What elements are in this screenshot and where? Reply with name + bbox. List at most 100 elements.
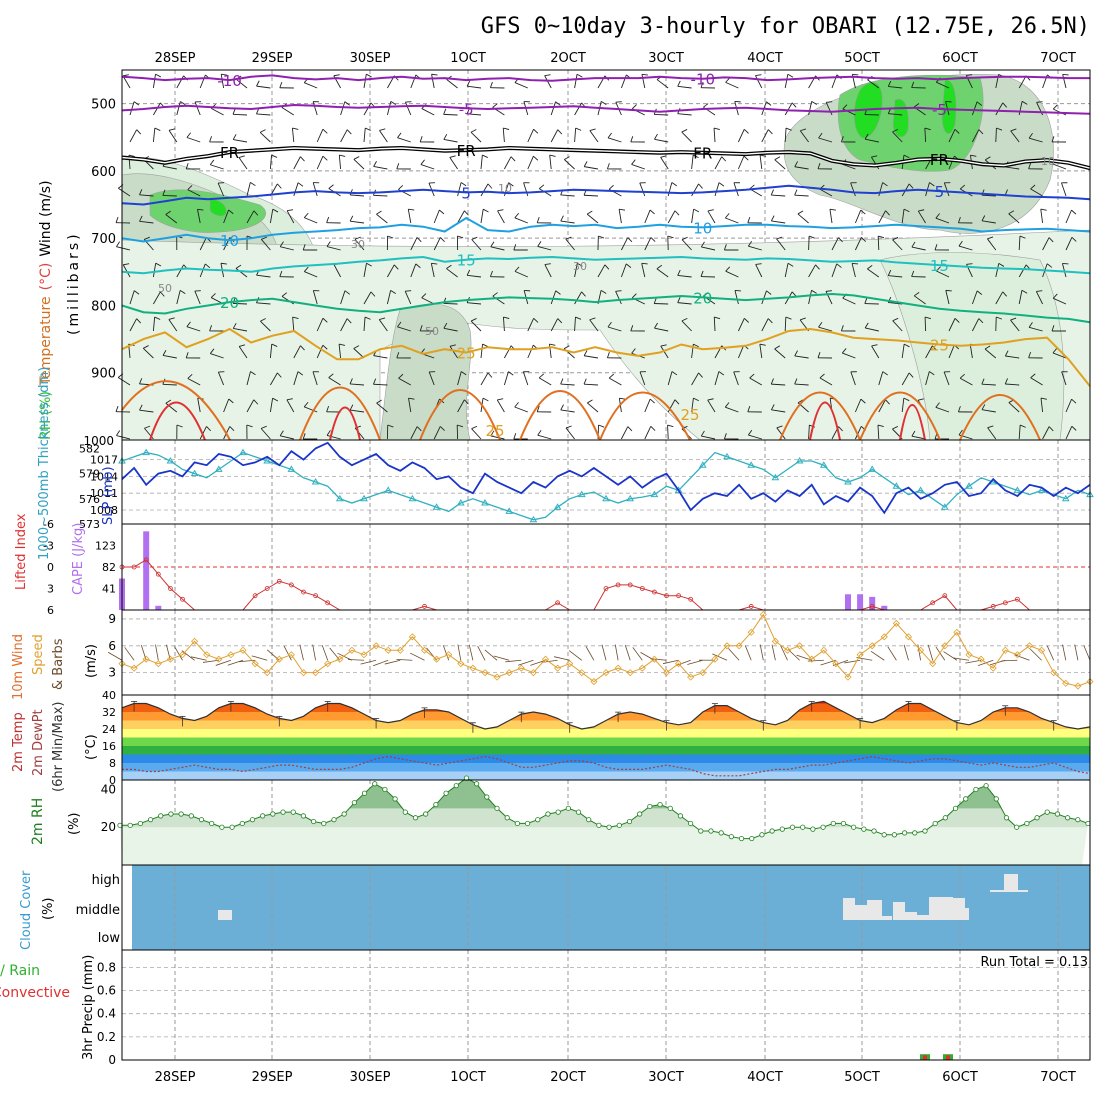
rh-marker <box>943 816 947 820</box>
cape-ytick: 41 <box>102 583 116 596</box>
temp-ytick: 16 <box>102 740 116 753</box>
rh-marker <box>953 806 957 810</box>
slp-ytick: 1017 <box>90 454 118 467</box>
rh-marker <box>322 821 326 825</box>
isotherm-label: 15 <box>457 252 476 270</box>
date-label-bottom: 28SEP <box>155 1070 196 1085</box>
isotherm-label: 25 <box>930 336 949 354</box>
slp-bg <box>122 440 1090 524</box>
li-ytick: -6 <box>43 518 54 531</box>
li-ytick: 6 <box>47 604 54 617</box>
wind-barb-flag <box>852 263 858 264</box>
rh-marker <box>311 819 315 823</box>
rh-contour-label: 50 <box>158 282 172 295</box>
isotherm-label: 5 <box>461 184 471 202</box>
rh-marker <box>556 810 560 814</box>
temp-ytick: 32 <box>102 706 116 719</box>
li-ylabel: Lifted Index <box>14 513 29 590</box>
profile-ylabel-part: Wind (m/s) <box>38 180 54 256</box>
temp-yunit: (°C) <box>84 734 99 760</box>
rh-marker <box>373 782 377 786</box>
rh-marker <box>413 816 417 820</box>
rh-marker <box>342 812 346 816</box>
rh-marker <box>719 831 723 835</box>
rh-marker <box>1014 825 1018 829</box>
dewpt-ylabel: 2m DewPt <box>31 709 46 776</box>
isotherm-label: FR <box>220 144 239 162</box>
minmax-ylabel: (6hr Min/Max) <box>51 702 66 792</box>
slp-ylabel: SLP (mb) <box>101 466 116 525</box>
wind-barb-flag <box>116 431 119 436</box>
rh-marker <box>688 821 692 825</box>
li-ytick: 0 <box>47 561 54 574</box>
rh-marker <box>536 817 540 821</box>
wind-ytick: 6 <box>108 639 116 653</box>
cape-bar <box>857 594 863 610</box>
precip-yunit: 3hr Precip (mm) <box>81 955 96 1060</box>
wind-barb <box>444 303 458 304</box>
rh-marker <box>403 810 407 814</box>
precip-ytick: 0.2 <box>97 1030 116 1044</box>
rh-marker <box>291 810 295 814</box>
rh-marker <box>362 791 366 795</box>
rh-marker <box>301 814 305 818</box>
profile-ytick: 600 <box>91 165 116 180</box>
isotherm-label: -5 <box>932 101 947 119</box>
cape-ytick: 82 <box>102 561 116 574</box>
date-label-top: 29SEP <box>252 51 293 66</box>
cloud-cell <box>843 898 855 920</box>
rh-marker <box>964 797 968 801</box>
rh-marker <box>984 783 988 787</box>
profile-ytick: 500 <box>91 98 116 113</box>
wind-barb-flag <box>116 406 118 412</box>
profile-ylabel-part: (°C) <box>38 263 54 291</box>
wind-barb <box>878 236 879 250</box>
rh-marker <box>821 825 825 829</box>
rh-marker <box>444 791 448 795</box>
isotherm-label: 15 <box>930 257 949 275</box>
date-label-top: 6OCT <box>942 51 978 66</box>
profile-ytick: 700 <box>91 232 116 247</box>
isotherm-label: 10 <box>693 219 712 237</box>
rh-marker <box>281 810 285 814</box>
temp-band <box>122 755 1090 764</box>
profile-ytick: 900 <box>91 367 116 382</box>
rh-marker <box>250 817 254 821</box>
temp-band <box>122 729 1090 738</box>
precip-ytick: 0 <box>108 1053 116 1067</box>
date-label-top: 5OCT <box>844 51 880 66</box>
chart-title: GFS 0~10day 3-hourly for OBARI (12.75E, … <box>481 14 1090 39</box>
li-ytick: 3 <box>47 583 54 596</box>
rh-marker <box>841 821 845 825</box>
wind-barb-flag <box>946 290 952 291</box>
rh-marker <box>169 812 173 816</box>
date-label-top: 1OCT <box>450 51 486 66</box>
wind-barb <box>925 317 926 331</box>
rh-marker <box>210 821 214 825</box>
rh-marker <box>597 823 601 827</box>
rh-marker <box>495 806 499 810</box>
date-label-top: 7OCT <box>1040 51 1076 66</box>
isotherm-label: FR <box>693 145 712 163</box>
rh-marker <box>128 823 132 827</box>
isotherm-label: FR <box>930 151 949 169</box>
cloud-cell <box>953 898 965 920</box>
rh-marker <box>474 782 478 786</box>
temp-ylabel: 2m Temp <box>11 712 26 772</box>
precip-ylabel-convective: Convective <box>0 985 70 1001</box>
rh-marker <box>760 833 764 837</box>
rh-marker <box>780 827 784 831</box>
precip-ytick: 0.8 <box>97 960 116 974</box>
rh-marker <box>637 812 641 816</box>
rh-marker <box>811 827 815 831</box>
cloud-level-label: high <box>92 873 120 888</box>
isotherm-label: 10 <box>220 232 239 250</box>
date-label-bottom: 7OCT <box>1040 1070 1076 1085</box>
precip-convective-bar <box>946 1055 950 1060</box>
isotherm-label: 20 <box>693 289 712 307</box>
temp-ytick: 40 <box>102 689 116 702</box>
isotherm-label: -10 <box>217 72 242 90</box>
cloud-ylabel: Cloud Cover <box>19 870 34 950</box>
cape-ylabel: CAPE (J/kg) <box>71 523 86 595</box>
